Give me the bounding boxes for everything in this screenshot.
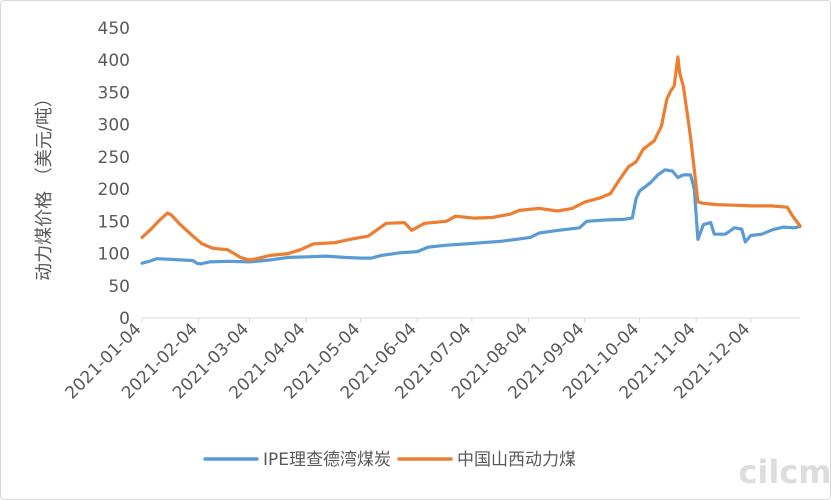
y-axis-label: 动力煤价格 （美元/吨） (34, 89, 55, 281)
y-tick-label: 100 (98, 245, 130, 265)
y-tick-label: 50 (108, 277, 130, 297)
watermark-text: cilcm (738, 453, 831, 491)
y-tick-label: 250 (98, 148, 130, 168)
x-axis: 2021-01-042021-02-042021-03-042021-04-04… (62, 317, 800, 403)
legend-label-2: 中国山西动力煤 (457, 450, 576, 470)
y-tick-label: 450 (98, 19, 130, 39)
legend: IPE理查德湾煤炭 中国山西动力煤 (203, 450, 576, 470)
y-tick-label: 350 (98, 83, 130, 103)
y-tick-label: 200 (98, 180, 130, 200)
y-tick-label: 300 (98, 116, 130, 136)
series-lines (140, 55, 802, 266)
y-tick-label: 0 (119, 309, 130, 329)
y-tick-label: 150 (98, 212, 130, 232)
series-line-1 (140, 168, 802, 266)
y-axis: 0 50 100 150 200 250 300 350 400 450 (98, 19, 130, 329)
y-tick-label: 400 (98, 51, 130, 71)
legend-label-1: IPE理查德湾煤炭 (263, 450, 391, 470)
watermark: cilcm (738, 453, 831, 491)
series-line-2 (140, 55, 802, 262)
